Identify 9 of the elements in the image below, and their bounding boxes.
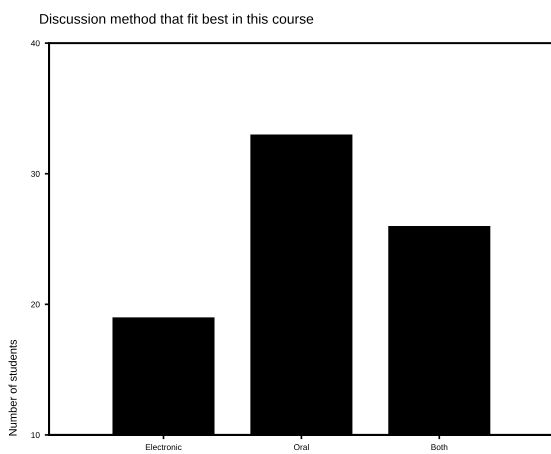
- y-axis-title: Number of students: [8, 340, 17, 436]
- x-tick-label: Oral: [294, 444, 309, 450]
- chart-title: Discussion method that fit best in this course: [40, 14, 314, 24]
- y-tick-label: 10: [31, 432, 40, 438]
- y-tick-label: 30: [31, 170, 40, 177]
- x-tick-label: Electronic: [146, 444, 182, 450]
- y-tick-label: 40: [30, 40, 40, 46]
- y-tick-label: 20: [31, 302, 40, 308]
- x-tick-label: Both: [431, 444, 448, 450]
